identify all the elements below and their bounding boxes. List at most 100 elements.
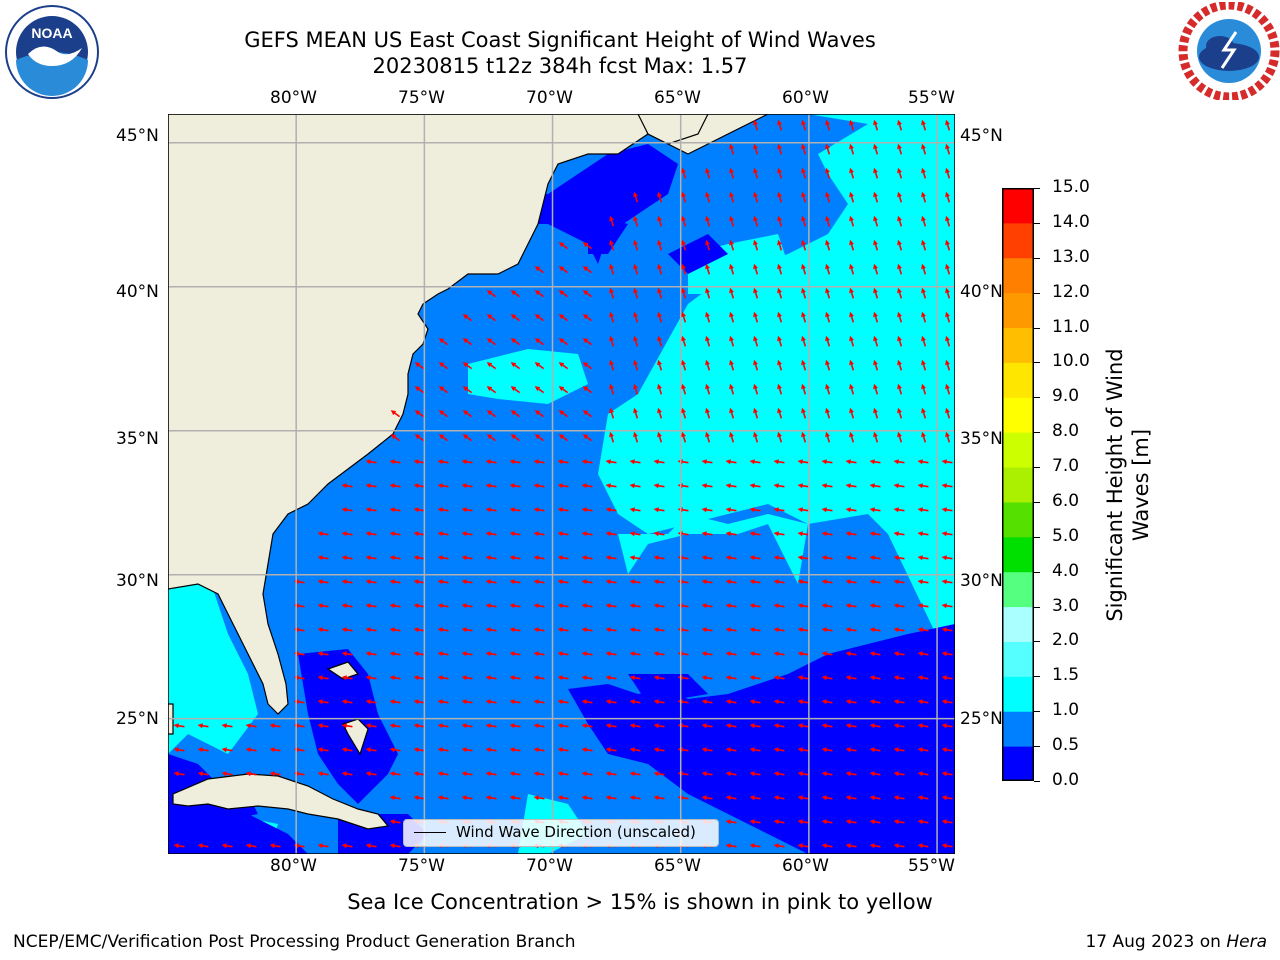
wave-direction-arrow <box>413 723 425 729</box>
wave-direction-arrow <box>581 579 593 585</box>
wave-direction-arrow <box>849 383 855 395</box>
wave-direction-arrow <box>941 579 953 585</box>
wave-direction-arrow <box>581 531 593 537</box>
wave-direction-arrow <box>413 699 425 705</box>
wave-direction-arrow <box>825 311 831 323</box>
wave-direction-arrow <box>945 335 951 347</box>
wave-direction-arrow <box>845 723 857 729</box>
wave-direction-arrow <box>773 819 785 825</box>
wave-direction-arrow <box>921 287 927 299</box>
wave-direction-arrow <box>729 407 735 419</box>
wave-direction-arrow <box>341 483 353 489</box>
wave-direction-arrow <box>509 795 521 801</box>
wave-direction-arrow <box>917 723 929 729</box>
wave-direction-arrow <box>485 699 497 705</box>
wave-direction-arrow <box>633 239 639 251</box>
wave-direction-arrow <box>534 386 545 394</box>
lon-label-top-75w: 75°W <box>398 88 445 108</box>
colorbar-segment <box>1002 257 1034 294</box>
wave-direction-arrow <box>657 407 663 419</box>
legend-label: Wind Wave Direction (unscaled) <box>456 823 696 841</box>
wave-direction-arrow <box>510 434 521 442</box>
wave-direction-arrow <box>341 675 353 681</box>
wave-direction-arrow <box>893 747 905 753</box>
wave-direction-arrow <box>849 263 855 275</box>
colorbar-tick-label: 13.0 <box>1052 246 1090 267</box>
wave-direction-arrow <box>917 699 929 705</box>
colorbar-tick-mark <box>1034 606 1040 608</box>
wave-direction-arrow <box>605 507 617 513</box>
wave-direction-arrow <box>605 627 617 633</box>
wave-direction-arrow <box>777 359 783 371</box>
wave-direction-arrow <box>797 627 809 633</box>
wave-direction-arrow <box>773 459 785 465</box>
wave-direction-arrow <box>869 675 881 681</box>
wave-direction-arrow <box>729 287 735 299</box>
wave-direction-arrow <box>510 410 521 418</box>
wave-direction-arrow <box>873 335 879 347</box>
wave-direction-arrow <box>705 287 711 299</box>
nws-logo <box>1178 2 1280 100</box>
wave-direction-arrow <box>557 723 569 729</box>
wave-direction-arrow <box>725 507 737 513</box>
wave-direction-arrow <box>581 675 593 681</box>
wave-direction-arrow <box>557 483 569 489</box>
wave-direction-arrow <box>869 627 881 633</box>
wave-direction-arrow <box>609 359 615 371</box>
wave-direction-arrow <box>921 215 927 227</box>
lon-label-bottom-75w: 75°W <box>398 856 445 876</box>
wave-direction-arrow <box>921 239 927 251</box>
wave-direction-arrow <box>557 747 569 753</box>
wave-direction-arrow <box>605 747 617 753</box>
wave-direction-arrow <box>605 483 617 489</box>
wave-direction-arrow <box>605 531 617 537</box>
wave-direction-arrow <box>873 215 879 227</box>
colorbar-tick-label: 3.0 <box>1052 595 1080 616</box>
lat-label-right-45n: 45°N <box>960 126 1003 146</box>
wave-direction-arrow <box>773 795 785 801</box>
wave-direction-arrow <box>705 167 711 179</box>
colorbar-tick-mark <box>1034 257 1040 259</box>
wave-direction-arrow <box>749 723 761 729</box>
colorbar-segment <box>1002 676 1034 712</box>
lon-label-top-55w: 55°W <box>908 88 955 108</box>
wave-direction-arrow <box>921 407 927 419</box>
wave-direction-arrow <box>341 747 353 753</box>
lon-label-bottom-65w: 65°W <box>654 856 701 876</box>
wave-direction-arrow <box>725 531 737 537</box>
wave-direction-arrow <box>629 531 641 537</box>
wave-direction-arrow <box>897 167 903 179</box>
lon-label-top-65w: 65°W <box>654 88 701 108</box>
wave-direction-arrow <box>749 531 761 537</box>
wave-direction-arrow <box>873 287 879 299</box>
wave-direction-arrow <box>849 191 855 203</box>
wave-direction-arrow <box>869 507 881 513</box>
wave-direction-arrow <box>557 675 569 681</box>
wave-direction-arrow <box>897 311 903 323</box>
wave-direction-arrow <box>629 675 641 681</box>
wave-direction-arrow <box>437 651 449 657</box>
wave-direction-arrow <box>821 507 833 513</box>
wave-direction-arrow <box>825 191 831 203</box>
wave-direction-arrow <box>389 459 401 465</box>
wave-direction-arrow <box>437 531 449 537</box>
wave-direction-arrow <box>821 723 833 729</box>
wave-direction-arrow <box>701 531 713 537</box>
wave-direction-arrow <box>509 723 521 729</box>
wave-direction-arrow <box>849 167 855 179</box>
wave-direction-arrow <box>509 651 521 657</box>
wave-direction-arrow <box>773 483 785 489</box>
wave-direction-arrow <box>197 843 209 849</box>
colorbar-tick-label: 7.0 <box>1052 456 1080 477</box>
wave-direction-arrow <box>509 627 521 633</box>
wave-direction-arrow <box>653 531 665 537</box>
wave-direction-arrow <box>917 507 929 513</box>
wave-direction-arrow <box>605 603 617 609</box>
wave-direction-arrow <box>921 431 927 443</box>
wave-direction-arrow <box>681 383 687 395</box>
wave-direction-arrow <box>725 651 737 657</box>
wave-direction-arrow <box>893 771 905 777</box>
colorbar-tick-mark <box>1034 188 1040 189</box>
wave-direction-arrow <box>797 531 809 537</box>
wave-direction-arrow <box>897 143 903 155</box>
